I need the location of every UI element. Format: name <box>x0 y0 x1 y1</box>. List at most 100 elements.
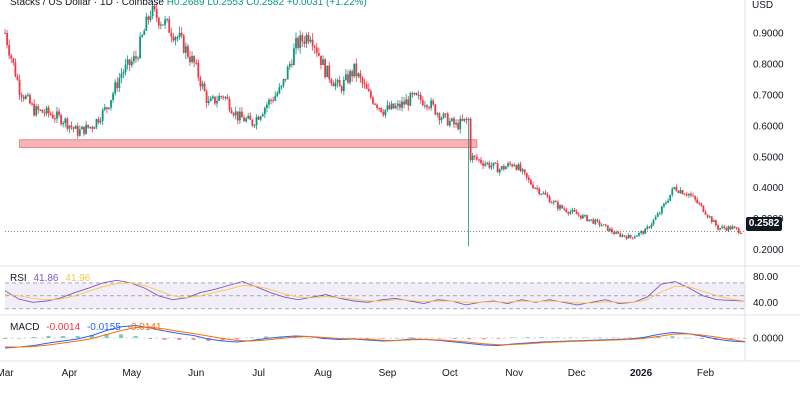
candle-body <box>467 118 470 120</box>
candle-body <box>220 96 223 98</box>
candle-body <box>428 107 430 109</box>
candle-body <box>704 211 707 215</box>
x-tick-label: Nov <box>505 368 523 379</box>
candle-body <box>721 226 724 229</box>
macd-histogram-bar <box>496 338 501 339</box>
candle-body <box>372 97 374 104</box>
candle-body <box>159 24 162 26</box>
rsi-tick-label: 80.00 <box>753 272 778 283</box>
candle-body <box>87 124 90 128</box>
candle-body <box>500 166 503 170</box>
candle-body <box>110 100 112 108</box>
candle-body <box>396 103 399 107</box>
candle-body <box>153 5 156 9</box>
candle-body <box>604 224 607 226</box>
candle-body <box>519 164 522 172</box>
price-tick-label: 0.5000 <box>753 152 784 163</box>
candle-body <box>563 208 566 210</box>
candle-body <box>20 94 23 97</box>
candle-body <box>473 155 476 157</box>
candle-body <box>698 202 701 204</box>
candle-body <box>600 225 603 227</box>
candle-body <box>394 106 397 109</box>
candle-body <box>430 100 433 109</box>
candle-body <box>8 45 11 56</box>
candle-body <box>60 114 63 125</box>
candle-body <box>417 94 420 96</box>
candle-body <box>330 79 333 84</box>
candle-body <box>665 202 667 204</box>
candle-body <box>263 107 266 115</box>
candle-body <box>305 35 308 44</box>
candle-body <box>552 201 555 203</box>
candle-body <box>326 65 329 78</box>
macd-histogram-bar <box>655 336 660 338</box>
candle-body <box>187 46 189 57</box>
candle-body <box>14 62 17 77</box>
candle-body <box>723 226 726 229</box>
candle-body <box>66 118 69 129</box>
candle-body <box>293 48 295 66</box>
candle-body <box>297 37 299 48</box>
candle-body <box>727 226 730 231</box>
candle-body <box>6 33 8 46</box>
candle-body <box>274 95 277 101</box>
candle-body <box>367 88 370 92</box>
candle-body <box>640 231 642 233</box>
macd-histogram-bar <box>539 337 544 338</box>
candle-body <box>41 109 44 113</box>
candle-body <box>459 118 462 130</box>
candle-body <box>388 105 391 109</box>
macd-histogram-bar <box>235 338 240 340</box>
macd-histogram-bar <box>264 336 269 338</box>
candle-body <box>203 83 206 92</box>
candle-body <box>189 56 191 63</box>
candle-body <box>216 100 218 104</box>
candle-body <box>380 107 383 113</box>
rsi-legend: RSI 41.86 41.96 <box>10 273 94 284</box>
candle-body <box>135 56 137 59</box>
macd-histogram-bar <box>75 336 80 338</box>
candle-body <box>432 100 435 105</box>
candle-body <box>690 193 692 196</box>
candle-body <box>68 125 71 129</box>
candle-body <box>413 93 416 95</box>
candle-body <box>538 188 541 194</box>
candle-body <box>629 234 632 238</box>
candle-body <box>527 177 530 181</box>
candle-body <box>602 224 605 226</box>
candle-body <box>496 163 499 173</box>
candle-body <box>575 211 578 215</box>
candle-body <box>114 82 117 94</box>
candle-body <box>74 125 77 129</box>
candle-body <box>176 37 179 39</box>
price-tick-label: 0.8000 <box>753 59 784 70</box>
candle-body <box>355 63 358 77</box>
candle-body <box>338 79 341 87</box>
macd-histogram-bar <box>597 337 602 338</box>
candle-body <box>118 78 121 89</box>
candle-body <box>557 202 559 209</box>
candle-body <box>737 228 740 234</box>
candle-body <box>421 100 424 106</box>
candle-body <box>608 228 611 231</box>
candle-body <box>702 205 705 212</box>
macd-histogram-bar <box>510 337 515 338</box>
candle-body <box>494 162 497 164</box>
candle-body <box>548 196 551 203</box>
candle-body <box>534 187 536 189</box>
candle-body <box>596 219 599 221</box>
candle-body <box>270 99 272 101</box>
candle-body <box>251 119 254 126</box>
candle-body <box>511 164 514 167</box>
candle-body <box>521 169 524 172</box>
candle-body <box>4 32 6 34</box>
candle-body <box>588 219 591 222</box>
candle-body <box>615 232 618 234</box>
candle-body <box>241 111 243 118</box>
x-tick-label: Dec <box>568 368 586 379</box>
candle-body <box>409 93 412 106</box>
candle-body <box>56 111 58 119</box>
candle-body <box>62 122 65 125</box>
